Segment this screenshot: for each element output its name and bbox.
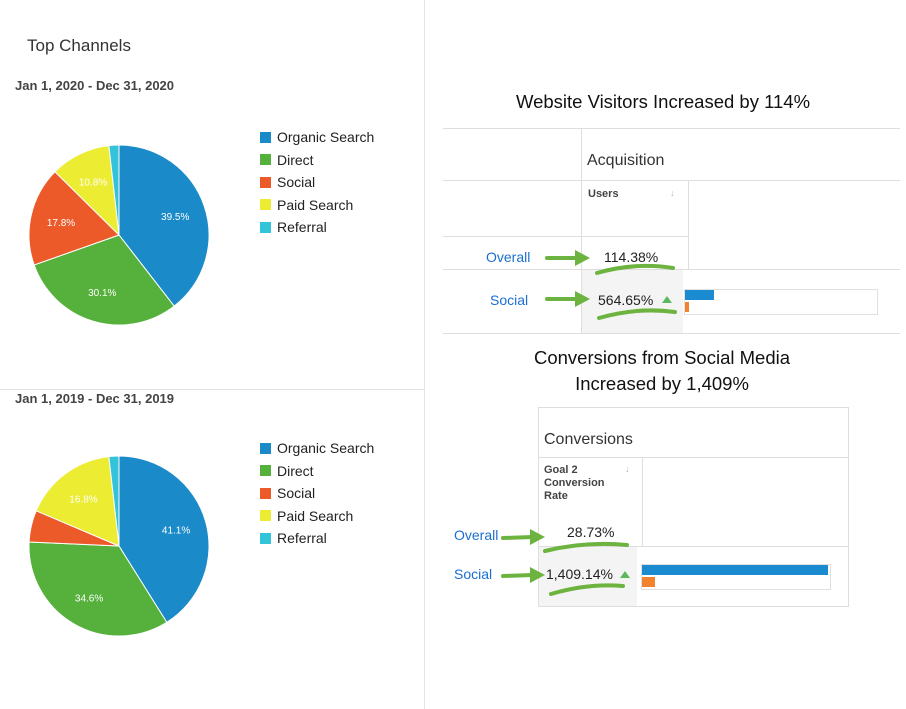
legend-item-paid-search[interactable]: Paid Search [260,505,374,528]
conversions-title: Conversions [544,431,633,448]
pie-slice-direct[interactable] [28,541,168,637]
pie-slice-organic-search[interactable] [118,455,210,623]
pie-data-label: 34.6% [75,593,103,604]
conversion-rate-overall: 28.73% [567,524,615,540]
legend-item-paid-search[interactable]: Paid Search [260,194,374,217]
legend-item-referral[interactable]: Referral [260,527,374,550]
users-bar-track [684,289,878,315]
row-label-overall[interactable]: Overall [486,249,531,265]
legend-2020: Organic Search Direct Social Paid Search… [260,126,374,239]
users-value-social: 564.65% [598,292,654,308]
date-range-2019: Jan 1, 2019 - Dec 31, 2019 [15,391,175,406]
pie-data-label: 39.5% [161,212,189,223]
panel-divider [0,389,424,390]
users-value-overall: 114.38% [604,249,659,265]
legend-item-organic-search[interactable]: Organic Search [260,126,374,149]
legend-item-direct[interactable]: Direct [260,149,374,172]
pie-slice-referral[interactable] [108,455,120,547]
acquisition-title: Acquisition [587,152,665,169]
swatch-icon [260,176,271,188]
legend-item-referral[interactable]: Referral [260,216,374,239]
row-label-overall[interactable]: Overall [454,527,499,543]
conversions-heading: Conversions from Social Media Increased … [492,345,832,397]
conversions-heading-line-2: Increased by 1,409% [575,373,749,394]
swatch-icon [260,465,271,477]
sort-arrow-icon[interactable]: ↓ [625,464,630,474]
swatch-icon [260,487,271,499]
legend-2019: Organic Search Direct Social Paid Search… [260,437,374,550]
swatch-icon [260,532,271,544]
swatch-icon [260,199,271,211]
visitors-heading: Website Visitors Increased by 114% [515,91,811,112]
legend-item-direct[interactable]: Direct [260,460,374,483]
pie-data-label: 16.8% [69,494,97,505]
pie-data-label: 10.8% [79,178,107,189]
users-bar-previous [685,302,689,312]
date-range-2020: Jan 1, 2020 - Dec 31, 2020 [15,78,175,93]
overall-arrow-icon [501,535,535,540]
legend-item-social[interactable]: Social [260,482,374,505]
swatch-icon [260,442,271,454]
conversion-bar-current [642,565,828,575]
legend-item-organic-search[interactable]: Organic Search [260,437,374,460]
pie-slice-referral[interactable] [108,144,120,236]
pie-chart-2019: 41.1% 34.6% 16.8% [28,455,210,637]
pie-slice-social[interactable] [28,171,120,266]
users-column-header[interactable]: Users [588,188,619,200]
users-bar-current [685,290,714,300]
up-arrow-icon [620,571,630,578]
legend-item-social[interactable]: Social [260,171,374,194]
arrowhead-icon [575,250,590,266]
social-arrow-icon [501,573,535,578]
pie-slice-organic-search[interactable] [118,144,210,307]
conversion-rate-social: 1,409.14% [546,566,613,582]
conversion-rate-column-header[interactable]: Goal 2 Conversion Rate [544,464,605,502]
conversions-heading-line-1: Conversions from Social Media [533,347,791,368]
pie-data-label: 30.1% [88,288,116,299]
top-channels-panel: Top Channels Jan 1, 2020 - Dec 31, 2020 … [0,0,425,709]
swatch-icon [260,510,271,522]
panel-title: Top Channels [27,36,131,55]
conversion-bar-previous [642,577,655,587]
pie-data-label: 41.1% [162,526,190,537]
pie-data-label: 17.8% [47,218,75,229]
swatch-icon [260,131,271,143]
swatch-icon [260,154,271,166]
row-label-social[interactable]: Social [454,566,493,582]
up-arrow-icon [662,296,672,303]
swatch-icon [260,221,271,233]
sort-arrow-icon[interactable]: ↓ [670,188,675,198]
pie-slice-direct[interactable] [33,234,175,326]
pie-slice-paid-search[interactable] [35,456,120,547]
pie-chart-2020: 39.5% 30.1% 17.8% 10.8% [28,144,210,326]
row-label-social[interactable]: Social [490,292,529,308]
